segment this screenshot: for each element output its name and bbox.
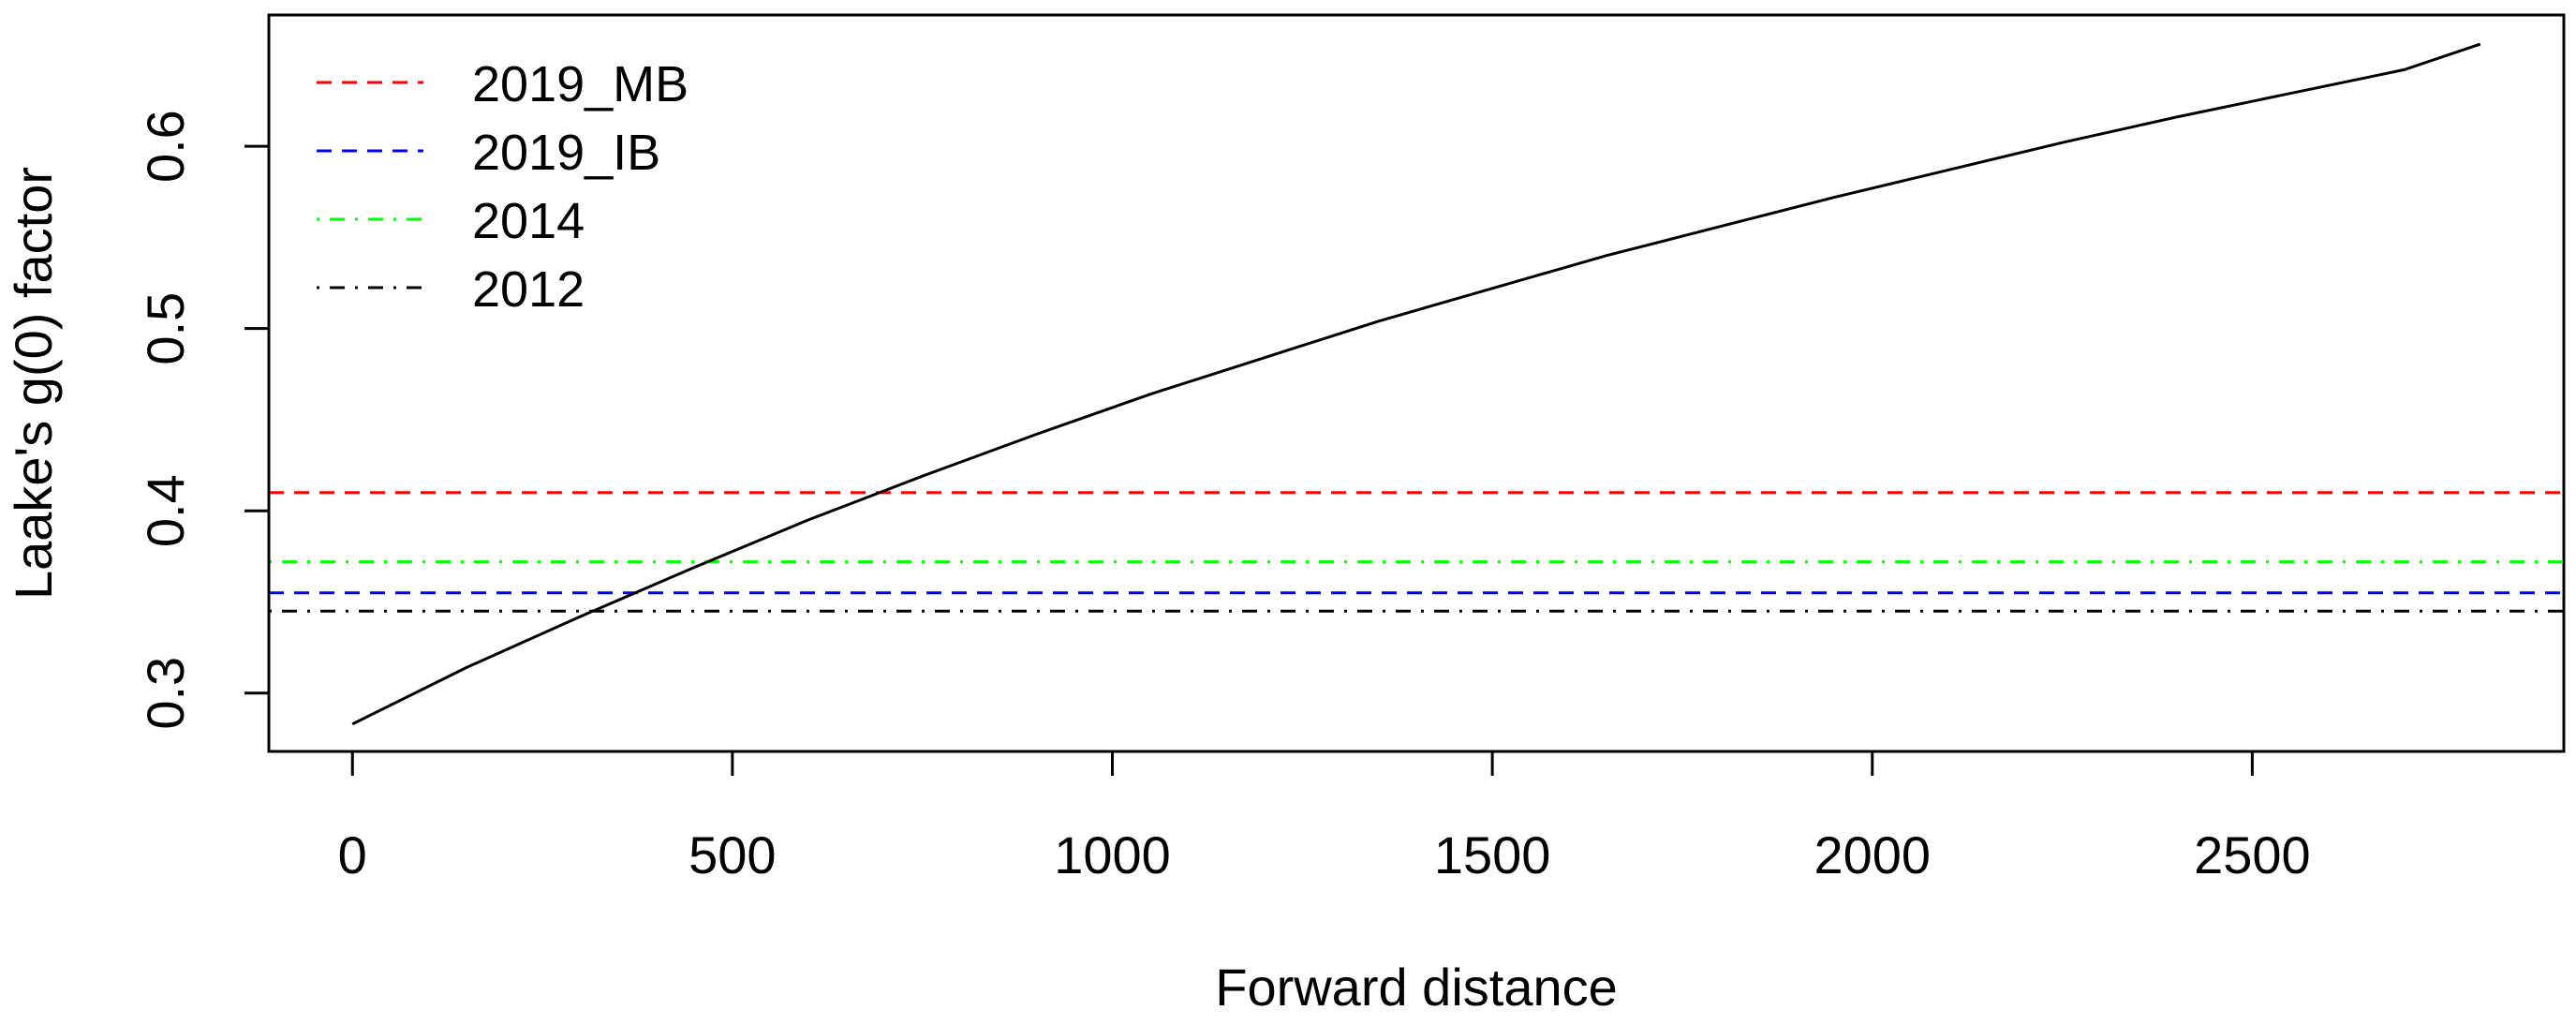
legend-label: 2012 — [472, 261, 585, 318]
legend-label: 2019_MB — [472, 56, 688, 112]
x-tick-label: 2000 — [1814, 825, 1931, 884]
y-tick-label: 0.3 — [136, 657, 195, 730]
x-tick-label: 1000 — [1054, 825, 1171, 884]
y-tick-label: 0.5 — [136, 292, 195, 365]
x-tick-label: 500 — [688, 825, 776, 884]
legend: 2019_MB 2019_IB 2014 2012 — [317, 56, 688, 318]
y-tick-label: 0.4 — [136, 474, 195, 547]
y-axis-label: Laake's g(0) factor — [4, 167, 63, 600]
y-axis: 0.3 0.4 0.5 0.6 — [136, 110, 271, 730]
reference-lines — [269, 491, 2564, 613]
x-tick-label: 1500 — [1434, 825, 1551, 884]
g0-curve — [351, 42, 2481, 726]
x-axis: 0 500 1000 1500 2000 2500 — [338, 750, 2311, 884]
x-tick-label: 2500 — [2194, 825, 2311, 884]
x-tick-label: 0 — [338, 825, 367, 884]
legend-label: 2014 — [472, 193, 585, 249]
y-tick-label: 0.6 — [136, 110, 195, 183]
x-axis-label: Forward distance — [1215, 958, 1618, 1017]
legend-label: 2019_IB — [472, 125, 660, 181]
